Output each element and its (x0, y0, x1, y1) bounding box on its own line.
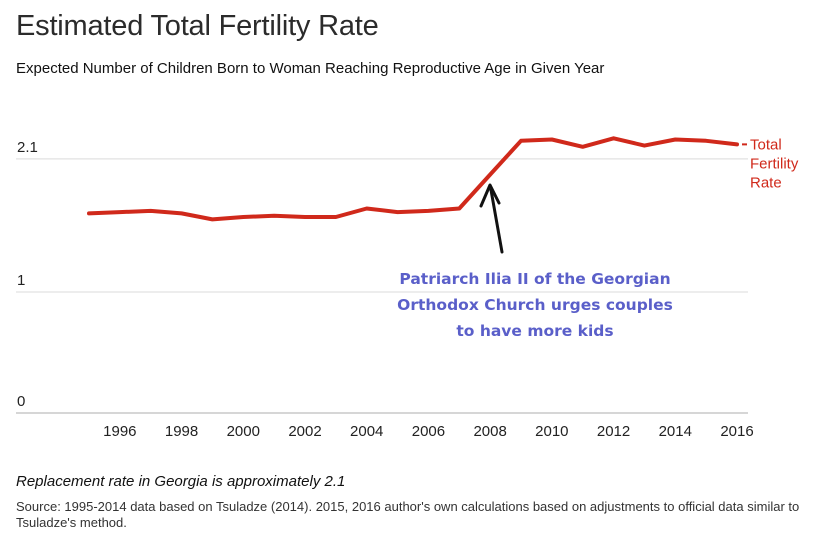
annotation-text: Patriarch Ilia II of the Georgian Orthod… (370, 266, 700, 344)
x-tick-label: 1996 (103, 423, 136, 440)
series-label-line: Total (750, 136, 782, 153)
x-tick-label: 2016 (720, 423, 753, 440)
y-axis-ticks: 012.1 (17, 139, 38, 410)
y-tick-label: 0 (17, 393, 25, 410)
arrow-shaft (489, 188, 504, 254)
replacement-note: Replacement rate in Georgia is approxima… (16, 473, 346, 490)
x-tick-label: 2004 (350, 423, 383, 440)
arrow-head (479, 183, 501, 208)
series-label-line: Rate (750, 174, 782, 191)
gridlines (16, 158, 748, 414)
x-tick-label: 2010 (535, 423, 568, 440)
source-note: Source: 1995-2014 data based on Tsuladze… (16, 499, 800, 530)
x-tick-label: 2002 (288, 423, 321, 440)
x-axis-ticks: 1996 1998 2000 2002 2004 2006 2008 2010 2012 2014… (103, 423, 754, 440)
annotation-line: Orthodox Church urges couples (397, 296, 673, 314)
y-tick-label: 2.1 (17, 139, 38, 156)
series-label: Total Fertility Rate (750, 136, 799, 191)
x-tick-label: 2014 (659, 423, 692, 440)
x-tick-label: 2008 (473, 423, 506, 440)
series-label-line: Fertility (750, 155, 799, 172)
annotation-line: to have more kids (456, 322, 614, 340)
series-group: Total Fertility Rate (87, 136, 799, 222)
x-tick-label: 2000 (227, 423, 260, 440)
annotation-line: Patriarch Ilia II of the Georgian (399, 270, 671, 288)
x-tick-label: 1998 (165, 423, 198, 440)
x-tick-label: 2006 (412, 423, 445, 440)
chart-subtitle: Expected Number of Children Born to Woma… (16, 60, 605, 77)
annotation-arrow (479, 183, 504, 254)
series-line (87, 136, 739, 222)
chart-title: Estimated Total Fertility Rate (16, 10, 379, 42)
x-tick-label: 2012 (597, 423, 630, 440)
y-tick-label: 1 (17, 272, 25, 289)
